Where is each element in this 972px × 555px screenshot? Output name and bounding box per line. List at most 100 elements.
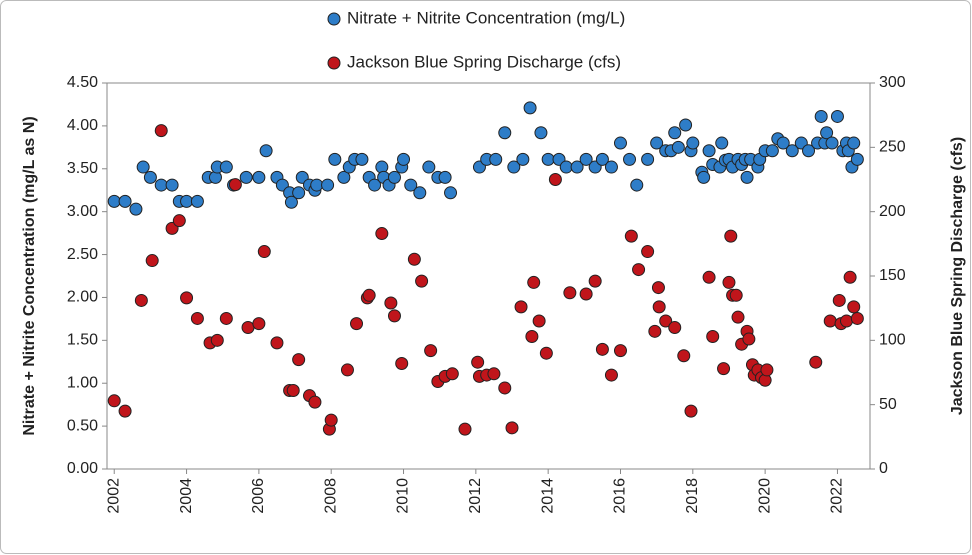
y2-tick-label: 200 xyxy=(879,203,906,220)
legend-marker xyxy=(327,56,341,70)
x-tick-label: 2018 xyxy=(684,478,701,514)
legend-label: Nitrate + Nitrite Concentration (mg/L) xyxy=(347,8,625,27)
data-point xyxy=(668,126,682,140)
data-point xyxy=(284,195,298,209)
data-point xyxy=(559,160,573,174)
data-point xyxy=(697,170,711,184)
data-point xyxy=(729,288,743,302)
y-axis-title: Nitrate + Nitrite Concentration (mg/L as… xyxy=(21,116,38,435)
data-point xyxy=(832,293,846,307)
data-point xyxy=(257,245,271,259)
data-point xyxy=(722,275,736,289)
data-point xyxy=(350,317,364,331)
x-tick-label: 2012 xyxy=(467,478,484,514)
data-point xyxy=(659,314,673,328)
data-point xyxy=(847,136,861,150)
data-point xyxy=(219,311,233,325)
y2-tick-label: 100 xyxy=(879,332,906,349)
data-point xyxy=(563,286,577,300)
data-point xyxy=(641,152,655,166)
data-point xyxy=(507,160,521,174)
data-point xyxy=(588,274,602,288)
data-point xyxy=(514,300,528,314)
data-point xyxy=(668,320,682,334)
data-point xyxy=(742,332,756,346)
data-point xyxy=(702,270,716,284)
data-point xyxy=(143,170,157,184)
data-point xyxy=(415,274,429,288)
data-point xyxy=(579,152,593,166)
x-tick-label: 2004 xyxy=(178,478,195,514)
data-point xyxy=(652,300,666,314)
data-point xyxy=(458,422,472,436)
data-point xyxy=(219,160,233,174)
data-point xyxy=(107,394,121,408)
data-point xyxy=(523,101,537,115)
y-tick-label: 2.50 xyxy=(67,246,98,263)
data-point xyxy=(292,353,306,367)
data-point xyxy=(579,287,593,301)
data-point xyxy=(368,178,382,192)
x-tick-label: 2022 xyxy=(829,478,846,514)
data-point xyxy=(324,413,338,427)
data-point xyxy=(765,144,779,158)
data-point xyxy=(407,252,421,266)
data-point xyxy=(395,356,409,370)
data-point xyxy=(684,404,698,418)
data-point xyxy=(375,227,389,241)
data-point xyxy=(624,229,638,243)
y-tick-label: 2.00 xyxy=(67,289,98,306)
y2-tick-label: 0 xyxy=(879,460,888,477)
data-point xyxy=(830,109,844,123)
data-point xyxy=(190,194,204,208)
data-point xyxy=(145,254,159,268)
data-point xyxy=(843,270,857,284)
y2-tick-label: 150 xyxy=(879,267,906,284)
data-point xyxy=(650,136,664,150)
data-point xyxy=(118,194,132,208)
data-point xyxy=(397,152,411,166)
y2-axis-title: Jackson Blue Spring Discharge (cfs) xyxy=(949,137,966,415)
data-point xyxy=(387,309,401,323)
data-point xyxy=(532,314,546,328)
data-point xyxy=(337,170,351,184)
data-point xyxy=(321,178,335,192)
data-point xyxy=(107,194,121,208)
legend-marker xyxy=(327,12,341,26)
data-point xyxy=(172,214,186,228)
x-tick-label: 2016 xyxy=(612,478,629,514)
data-point xyxy=(129,202,143,216)
x-tick-label: 2008 xyxy=(322,478,339,514)
data-point xyxy=(498,126,512,140)
data-point xyxy=(823,314,837,328)
data-point xyxy=(308,395,322,409)
legend-label: Jackson Blue Spring Discharge (cfs) xyxy=(347,52,621,71)
data-point xyxy=(498,381,512,395)
data-point xyxy=(154,124,168,138)
data-point xyxy=(424,344,438,358)
data-point xyxy=(438,170,452,184)
data-point xyxy=(270,336,284,350)
data-point xyxy=(850,311,864,325)
data-point xyxy=(210,333,224,347)
data-point xyxy=(228,178,242,192)
data-point xyxy=(136,160,150,174)
data-point xyxy=(444,186,458,200)
data-point xyxy=(677,349,691,363)
y-tick-label: 3.00 xyxy=(67,203,98,220)
data-point xyxy=(724,229,738,243)
data-point xyxy=(154,178,168,192)
data-point xyxy=(814,109,828,123)
x-tick-label: 2010 xyxy=(395,478,412,514)
data-point xyxy=(850,152,864,166)
data-point xyxy=(384,296,398,310)
data-point xyxy=(776,136,790,150)
y2-tick-label: 50 xyxy=(879,396,897,413)
y-tick-label: 0.00 xyxy=(67,460,98,477)
data-point xyxy=(355,152,369,166)
data-point xyxy=(802,144,816,158)
data-point xyxy=(740,170,754,184)
data-point xyxy=(527,275,541,289)
y-tick-label: 1.50 xyxy=(67,332,98,349)
